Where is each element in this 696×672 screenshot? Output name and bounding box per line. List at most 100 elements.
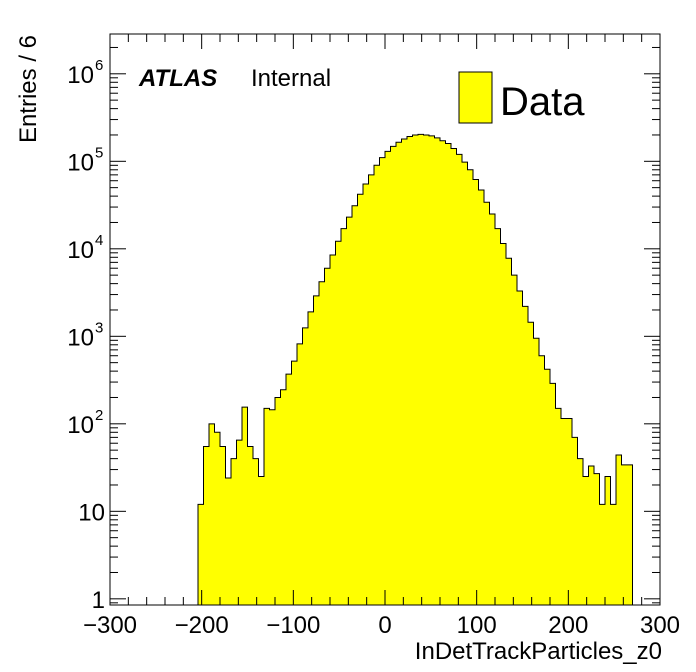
y-tick-label-exponent: 4 [95,232,103,249]
histogram-bin [418,134,424,605]
y-tick-label: 10 [67,412,94,439]
histogram-bin [412,134,419,605]
plot-area [197,133,633,606]
histogram-bin [253,458,259,605]
frame-rect [109,33,661,606]
x-tick-label: −200 [175,612,229,639]
y-tick-label: 10 [78,499,105,526]
histogram-bin [495,228,501,605]
y-axis-title: Entries / 6 [15,35,42,143]
histogram-bin [242,407,248,605]
histogram-bin [275,397,281,605]
atlas-status-label: Internal [251,65,331,92]
histogram-bin [346,217,353,606]
histogram-bin [434,137,441,605]
histogram-bin [478,189,485,605]
atlas-label: ATLAS [138,65,217,92]
histogram-bin [319,281,325,605]
histogram-bin [225,478,232,605]
histogram-bin [484,202,490,606]
histogram-bin [308,311,314,605]
histogram-bin [357,194,364,605]
histogram-bin [506,258,512,605]
x-tick-label: 100 [457,612,497,639]
histogram-bin [440,140,446,606]
histogram-bin [528,322,534,605]
histogram-bin [363,184,369,606]
histogram-bin [566,418,573,605]
histogram-bin [423,134,430,605]
histogram-bin [220,446,226,605]
histogram-bin [379,157,386,605]
histogram-bin [599,504,606,605]
histogram-bin [429,135,435,605]
histogram-bin [621,464,628,605]
x-tick-label: −300 [83,612,137,639]
histogram-bin [407,136,413,606]
histogram-bin [583,476,589,605]
histogram-bin [264,408,270,605]
histogram-bin [561,418,567,605]
x-axis: −300 −200 −100 0 100 200 300 [83,34,680,639]
plot-frame [109,33,661,606]
histogram-bin [280,389,287,605]
histogram-bin [522,306,529,605]
y-tick-label-exponent: 5 [95,144,103,161]
y-tick-label: 10 [67,324,94,351]
x-axis-title: InDetTrackParticles_z0 [415,638,662,665]
histogram-bin [297,343,303,605]
histogram-bin [489,213,496,605]
x-tick-label: 300 [640,612,680,639]
histogram-bin [286,374,292,605]
y-tick-label: 10 [67,62,94,89]
histogram-bin [324,268,331,605]
histogram-bin [214,432,221,605]
histogram-bin [302,327,309,605]
histogram-bin [610,504,617,605]
histogram-bin [269,409,276,605]
histogram-bin [335,241,342,606]
histogram-bin [467,169,474,605]
histogram-bin [313,295,320,605]
histogram-bin [341,228,347,605]
legend-swatch-data [458,71,493,124]
histogram-bin [374,165,380,605]
histogram-bin [555,408,562,605]
legend-label-data: Data [500,80,585,124]
histogram-bin [511,275,518,605]
histogram-bin [605,476,611,605]
histogram-bin [198,504,204,605]
histogram-bin [401,138,408,605]
y-tick-label-exponent: 2 [95,407,103,424]
histogram-bin [291,361,298,605]
histogram-bin [330,254,336,605]
histogram-bin [396,142,402,605]
x-tick-label: 0 [378,612,391,639]
y-tick-label-exponent: 3 [95,319,103,336]
y-tick-label: 10 [67,237,94,264]
histogram-bin [627,464,633,605]
histogram-bin [385,151,391,606]
histogram-bin [588,465,595,605]
y-tick-label: 1 [92,587,105,614]
histogram-bin [247,446,254,605]
histogram-bin [451,148,457,606]
histogram-bin [203,446,210,605]
histogram-bin [533,338,540,605]
y-tick-label-exponent: 6 [95,57,103,74]
histogram-bin [445,143,452,605]
histogram-bin [544,369,551,605]
histogram-bin [500,243,507,605]
histogram-outline [197,133,633,605]
histogram-bin [577,458,584,605]
histogram-bin [473,179,479,606]
histogram-bin [616,455,622,605]
y-tick-label: 10 [67,149,94,176]
histogram-bin [517,290,523,605]
histogram-bin [258,476,265,605]
histogram-bin [550,383,556,605]
histogram-bin [594,473,600,605]
x-tick-label: 200 [548,612,588,639]
